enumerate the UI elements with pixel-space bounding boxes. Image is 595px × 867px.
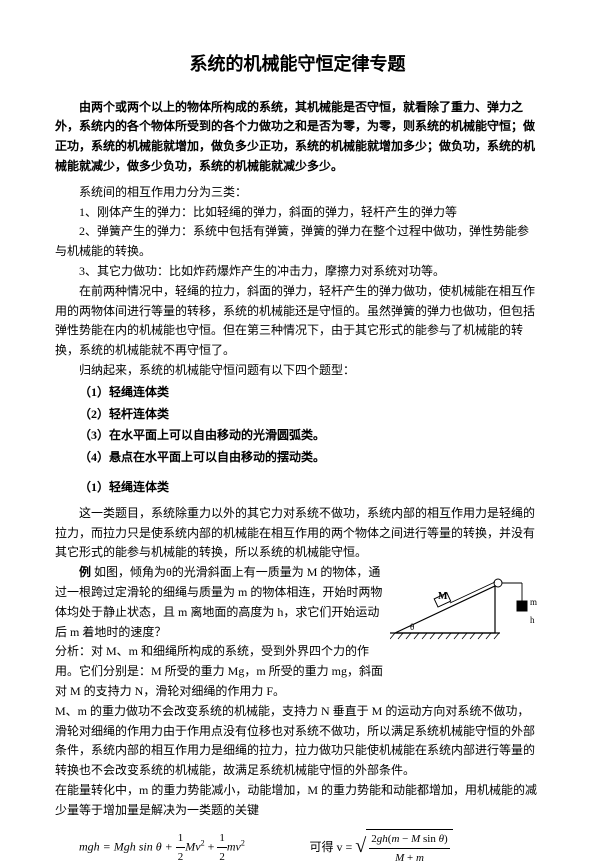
label-h: h xyxy=(530,615,535,625)
type-1: （1）轻绳连体类 xyxy=(55,383,540,403)
para-5d: 在能量转化中，m 的重力势能减小，动能增加，M 的重力势能和动能都增加，用机械能… xyxy=(55,781,540,821)
example-label: 例 xyxy=(79,565,91,579)
para-5b: 分析：对 M、m 和细绳所构成的系统，受到外界四个力的作用。它们分别是：M 所受… xyxy=(55,642,540,701)
para-3: 归纳起来，系统的机械能守恒问题有以下四个题型： xyxy=(55,361,540,381)
classify-line: 系统间的相互作用力分为三类： xyxy=(55,183,540,203)
item-2: 2、弹簧产生的弹力：系统中包括有弹簧，弹簧的弹力在整个过程中做功，弹性势能参与机… xyxy=(55,222,540,262)
label-m: m xyxy=(530,597,537,607)
para-2: 在前两种情况中，轻绳的拉力，斜面的弹力，轻杆产生的弹力做功，使机械能在相互作用的… xyxy=(55,282,540,361)
item-3: 3、其它力做功：比如炸药爆炸产生的冲击力，摩擦力对系统对功等。 xyxy=(55,262,540,282)
item-1: 1、刚体产生的弹力：比如轻绳的弹力，斜面的弹力，轻杆产生的弹力等 xyxy=(55,203,540,223)
intro-paragraph: 由两个或两个以上的物体所构成的系统，其机械能是否守恒，就看除了重力、弹力之外，系… xyxy=(55,98,540,177)
formula-left: mgh = Mgh sin θ + 12Mv2 + 12mv2 xyxy=(55,829,310,866)
formula-row: mgh = Mgh sin θ + 12Mv2 + 12mv2 可得 v = √… xyxy=(55,829,540,867)
type-3: （3）在水平面上可以自由移动的光滑圆弧类。 xyxy=(55,426,540,446)
label-M: M xyxy=(438,591,448,602)
para-5a: 如图，倾角为θ的光滑斜面上有一质量为 M 的物体，通过一根跨过定滑轮的细绳与质量… xyxy=(55,565,382,638)
para-4: 这一类题目，系统除重力以外的其它力对系统不做功，系统内部的相互作用力是轻绳的拉力… xyxy=(55,504,540,563)
label-theta: θ xyxy=(410,622,414,632)
type-2: （2）轻杆连体类 xyxy=(55,405,540,425)
section-1-head: （1）轻绳连体类 xyxy=(55,478,540,498)
example-block: M m h θ 例 如图，倾角为θ的光滑斜面上有一质量为 M 的物体，通过一根跨… xyxy=(55,563,540,702)
para-5c: M、m 的重力做功不会改变系统的机械能，支持力 N 垂直于 M 的运动方向对系统… xyxy=(55,702,540,781)
formula-right: 可得 v = √2gh(m − M sin θ)M + m xyxy=(310,829,541,867)
incline-diagram: M m h θ xyxy=(390,571,540,641)
type-4: （4）悬点在水平面上可以自由移动的摆动类。 xyxy=(55,448,540,468)
page-title: 系统的机械能守恒定律专题 xyxy=(55,50,540,80)
